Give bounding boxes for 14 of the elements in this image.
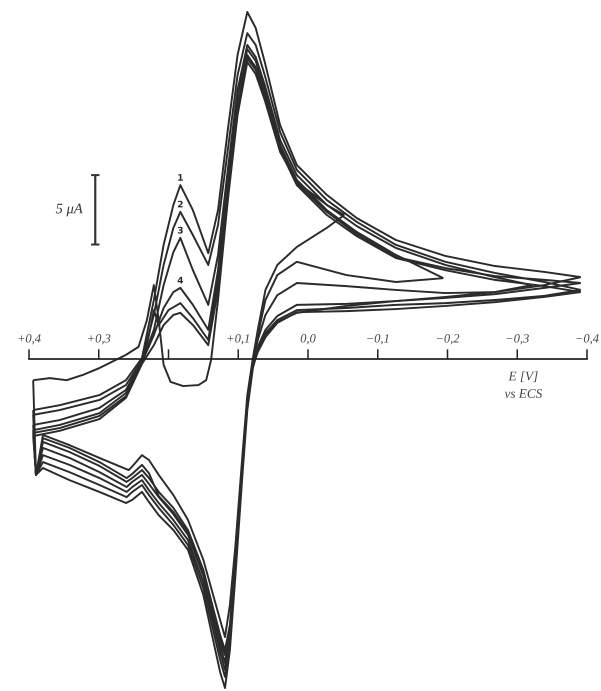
series-label: 3	[178, 226, 183, 234]
series-label: 2	[178, 200, 183, 208]
x-tick-label: −0,1	[367, 334, 388, 344]
x-axis-title: E [V] vs ECS	[504, 371, 542, 398]
x-tick-label: +0,4	[18, 334, 41, 344]
x-tick-label: +0,1	[228, 334, 249, 344]
x-tick-label: 0,0	[300, 334, 316, 344]
x-tick-label: +0,3	[88, 334, 110, 344]
x-tick-label: −0,4	[576, 334, 599, 344]
series-label: 1	[178, 174, 183, 181]
x-tick-label: −0,3	[506, 334, 529, 344]
series-label: 4	[178, 276, 184, 284]
series-label: 5 μA	[56, 204, 83, 216]
x-tick-label: −0,2	[436, 334, 460, 344]
